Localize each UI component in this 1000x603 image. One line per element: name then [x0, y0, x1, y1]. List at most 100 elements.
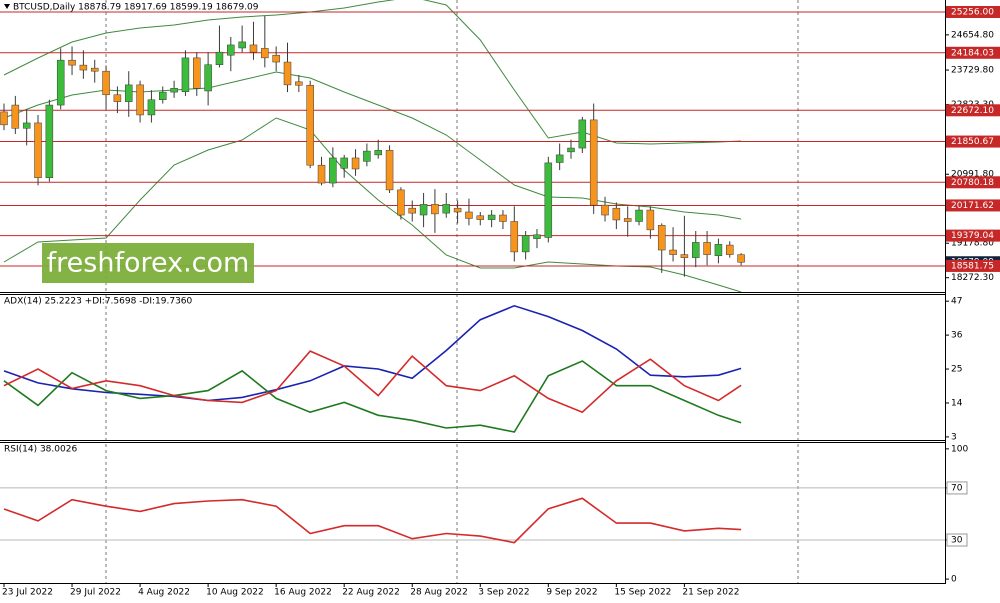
candle-body: [181, 57, 190, 92]
candle-body: [272, 54, 280, 63]
level-label: 20171.62: [951, 201, 994, 211]
y-tick-label: 47: [951, 297, 962, 307]
candle-body: [601, 204, 609, 216]
candle-body: [136, 84, 144, 116]
y-tick-box: [946, 481, 968, 495]
level-label: 19379.04: [951, 231, 994, 241]
candle-body: [170, 88, 178, 93]
indicator-line: [3, 497, 742, 544]
y-tick-label: 36: [951, 331, 963, 341]
x-tick-label: 23 Jul 2022: [2, 588, 53, 598]
candle-body: [295, 81, 303, 86]
candle-body: [703, 242, 711, 255]
menu-triangle[interactable]: [4, 4, 10, 9]
level-label-box: [946, 229, 1000, 242]
y-tick-label: 24654.80: [951, 30, 994, 40]
candle-body: [657, 225, 666, 251]
candle-body: [68, 59, 76, 66]
y-tick-box: [946, 533, 968, 547]
price-plot: [0, 0, 945, 292]
y-tick-label: 19178.80: [951, 239, 994, 249]
candle-body: [45, 104, 54, 178]
pane-title: ADX(14) 25.2223 +DI:7.5698 -DI:19.7360: [4, 297, 193, 307]
y-tick-label: 20991.80: [951, 170, 994, 180]
candle-body: [374, 150, 382, 156]
level-label: 21850.67: [951, 137, 994, 147]
y-tick-label: 18272.30: [951, 273, 994, 283]
candle-body: [22, 122, 31, 129]
candle-body: [635, 209, 643, 222]
candle-body: [612, 207, 621, 221]
candle-body: [11, 104, 20, 129]
candle-body: [726, 244, 734, 255]
candle-body: [487, 214, 496, 220]
level-label: 20780.18: [951, 178, 994, 188]
candle-body: [397, 189, 405, 216]
candle-body: [261, 48, 269, 59]
candle-body: [431, 204, 439, 215]
candle-body: [113, 94, 122, 102]
candle-body: [442, 204, 451, 214]
candle-body: [737, 254, 745, 263]
x-tick-label: 3 Sep 2022: [478, 588, 529, 598]
y-tick-label: 70: [951, 483, 963, 493]
candle-body: [499, 214, 507, 222]
level-label: 22672.10: [951, 106, 994, 116]
x-tick-label: 16 Aug 2022: [274, 588, 332, 598]
candle-body: [555, 154, 564, 163]
y-tick-label: 23729.80: [951, 66, 994, 76]
level-label: 24184.03: [951, 48, 994, 58]
level-label-box: [946, 176, 1000, 189]
watermark: freshforex.com: [47, 248, 250, 279]
indicator-line: [3, 360, 742, 433]
y-tick-label: 100: [951, 444, 968, 454]
candle-body: [159, 91, 167, 100]
candle-body: [34, 122, 42, 178]
candle-body: [363, 150, 371, 162]
candle-body: [691, 242, 700, 258]
candle-body: [215, 51, 224, 65]
candle-body: [238, 41, 246, 49]
candle-body: [623, 218, 632, 222]
level-label: 18581.75: [951, 261, 994, 271]
candle-body: [419, 204, 428, 216]
level-label-box: [946, 104, 1000, 117]
candle-body: [646, 209, 655, 231]
candle-body: [453, 207, 462, 213]
candle-body: [204, 64, 212, 92]
indicator-line: [3, 350, 742, 414]
candle-body: [385, 150, 394, 191]
level-label: 25256.00: [951, 7, 994, 17]
level-label-box: [946, 46, 1000, 59]
level-label-box: [946, 199, 1000, 212]
x-tick-label: 15 Sep 2022: [614, 588, 671, 598]
pane-title: RSI(14) 38.0026: [4, 445, 77, 455]
y-tick-label: 14: [951, 398, 963, 408]
chart-title: BTCUSD,Daily 18878.79 18917.69 18599.19 …: [13, 3, 259, 13]
candle-body: [714, 244, 723, 256]
candle-body: [329, 157, 337, 184]
y-tick-label: 3: [951, 432, 957, 442]
candle-body: [249, 44, 258, 53]
candle-body: [521, 235, 530, 253]
level-label-box: [946, 259, 1000, 272]
candle-body: [680, 254, 689, 258]
y-tick-label: 30: [951, 536, 963, 546]
candle-body: [102, 70, 110, 96]
candle-body: [306, 85, 314, 166]
candle-body: [147, 99, 156, 116]
level-label-box: [946, 135, 1000, 148]
candle-body: [124, 84, 133, 102]
candle-body: [567, 147, 575, 153]
x-tick-label: 4 Aug 2022: [138, 588, 190, 598]
x-tick-label: 9 Sep 2022: [546, 588, 597, 598]
candle-body: [283, 61, 292, 86]
y-tick-label: 0: [951, 575, 957, 585]
candle-body: [340, 157, 348, 169]
bollinger-band: [3, 0, 742, 145]
candle-body: [578, 119, 587, 149]
candle-body: [408, 207, 416, 214]
candle-body: [79, 64, 88, 71]
x-tick-label: 29 Jul 2022: [70, 588, 121, 598]
